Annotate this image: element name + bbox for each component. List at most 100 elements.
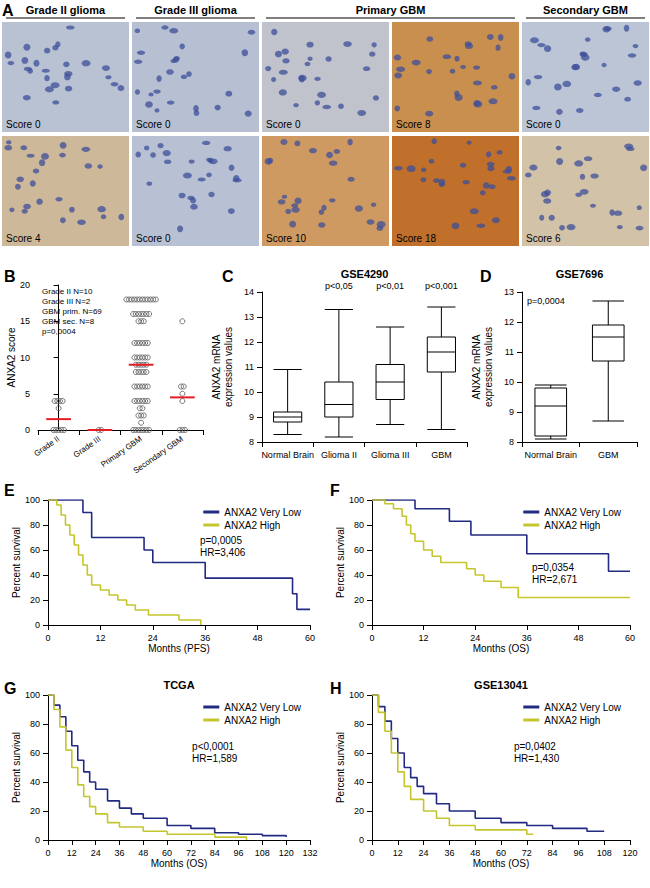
svg-text:5: 5 [25, 389, 30, 399]
svg-text:ANXA2 Very Low: ANXA2 Very Low [544, 507, 621, 518]
svg-text:Glioma III: Glioma III [371, 450, 410, 460]
svg-text:48: 48 [470, 848, 480, 858]
svg-text:HR=3,406: HR=3,406 [200, 547, 246, 558]
svg-text:0: 0 [35, 835, 40, 845]
svg-text:96: 96 [573, 848, 583, 858]
svg-text:48: 48 [253, 633, 263, 643]
svg-text:Normal Brain: Normal Brain [524, 450, 577, 460]
svg-text:72: 72 [186, 848, 196, 858]
svg-text:11: 11 [245, 362, 254, 372]
svg-text:Glioma II: Glioma II [321, 450, 357, 460]
svg-text:100: 100 [25, 495, 40, 505]
svg-text:ANXA2 High: ANXA2 High [544, 715, 600, 726]
svg-text:Score 4: Score 4 [6, 233, 41, 244]
svg-text:10: 10 [244, 387, 254, 397]
svg-text:Score 0: Score 0 [6, 119, 41, 130]
svg-text:36: 36 [444, 848, 454, 858]
svg-text:Score 6: Score 6 [526, 233, 561, 244]
svg-text:ANXA2 High: ANXA2 High [224, 715, 280, 726]
svg-text:12: 12 [244, 337, 254, 347]
svg-text:p<0,01: p<0,01 [376, 281, 404, 291]
svg-text:Months (OS): Months (OS) [151, 858, 208, 869]
svg-text:12: 12 [504, 317, 514, 327]
svg-text:9: 9 [509, 407, 514, 417]
svg-text:0: 0 [35, 620, 40, 630]
svg-text:p=0,0004: p=0,0004 [527, 296, 565, 306]
svg-text:GBM: GBM [598, 450, 619, 460]
svg-text:13: 13 [244, 312, 254, 322]
svg-text:p<0,001: p<0,001 [425, 281, 458, 291]
svg-text:GBM sec. N=8: GBM sec. N=8 [42, 317, 95, 326]
svg-text:100: 100 [349, 690, 364, 700]
svg-text:48: 48 [138, 848, 148, 858]
svg-text:10: 10 [20, 353, 30, 363]
svg-text:B: B [4, 268, 16, 285]
svg-text:ANXA2 mRNA: ANXA2 mRNA [471, 334, 482, 399]
svg-text:H: H [330, 680, 342, 697]
svg-text:24: 24 [419, 848, 429, 858]
svg-text:ANXA2 High: ANXA2 High [544, 520, 600, 531]
svg-text:0: 0 [25, 425, 30, 435]
svg-text:p=0,0004: p=0,0004 [42, 327, 76, 336]
svg-text:40: 40 [30, 777, 40, 787]
svg-text:96: 96 [234, 848, 244, 858]
svg-text:Months (PFS): Months (PFS) [148, 643, 210, 654]
svg-text:ANXA2 Very Low: ANXA2 Very Low [224, 702, 301, 713]
svg-text:60: 60 [354, 545, 364, 555]
svg-text:15: 15 [20, 316, 30, 326]
svg-text:p=0,0005: p=0,0005 [200, 535, 242, 546]
svg-text:Score 18: Score 18 [396, 233, 436, 244]
svg-text:G: G [4, 680, 16, 697]
svg-text:20: 20 [354, 806, 364, 816]
svg-text:Grade II: Grade II [32, 434, 61, 458]
svg-text:11: 11 [505, 347, 514, 357]
svg-text:0: 0 [45, 633, 50, 643]
svg-text:13: 13 [504, 287, 514, 297]
svg-text:Percent survival: Percent survival [11, 527, 22, 598]
svg-text:F: F [330, 482, 340, 499]
svg-text:80: 80 [30, 520, 40, 530]
svg-text:p<0,0001: p<0,0001 [192, 741, 234, 752]
svg-text:ANXA2 score: ANXA2 score [6, 327, 17, 387]
svg-text:GSE4290: GSE4290 [341, 268, 389, 280]
svg-text:8: 8 [509, 437, 514, 447]
svg-text:Percent survival: Percent survival [335, 732, 346, 803]
svg-text:Score 0: Score 0 [136, 233, 171, 244]
svg-text:GBM: GBM [431, 450, 452, 460]
svg-text:80: 80 [354, 520, 364, 530]
svg-text:Months (OS): Months (OS) [473, 643, 530, 654]
svg-text:TCGA: TCGA [163, 679, 194, 691]
svg-text:0: 0 [45, 848, 50, 858]
svg-text:72: 72 [522, 848, 532, 858]
svg-text:60: 60 [496, 848, 506, 858]
svg-text:14: 14 [244, 287, 254, 297]
svg-text:20: 20 [30, 806, 40, 816]
svg-text:expression values: expression values [223, 327, 234, 407]
svg-text:Score 0: Score 0 [526, 119, 561, 130]
svg-text:ANXA2 High: ANXA2 High [224, 520, 280, 531]
svg-text:ANXA2 Very Low: ANXA2 Very Low [544, 702, 621, 713]
svg-text:E: E [4, 482, 15, 499]
svg-text:ANXA2 mRNA: ANXA2 mRNA [211, 334, 222, 399]
svg-text:80: 80 [30, 719, 40, 729]
svg-text:12: 12 [419, 633, 429, 643]
svg-text:20: 20 [354, 595, 364, 605]
svg-text:GBM prim. N=69: GBM prim. N=69 [42, 307, 102, 316]
svg-text:Secondary GBM: Secondary GBM [132, 434, 186, 475]
svg-text:A: A [2, 2, 14, 19]
svg-text:p=0,0354: p=0,0354 [532, 562, 574, 573]
svg-text:Percent survival: Percent survival [11, 732, 22, 803]
svg-text:Percent survival: Percent survival [335, 527, 346, 598]
svg-text:Score 0: Score 0 [136, 119, 171, 130]
svg-text:9: 9 [249, 412, 254, 422]
svg-text:p<0,05: p<0,05 [325, 281, 353, 291]
svg-text:40: 40 [354, 777, 364, 787]
svg-text:108: 108 [255, 848, 270, 858]
svg-text:60: 60 [305, 633, 315, 643]
svg-text:20: 20 [30, 595, 40, 605]
svg-text:0: 0 [369, 848, 374, 858]
svg-text:84: 84 [548, 848, 558, 858]
svg-text:ANXA2 Very Low: ANXA2 Very Low [224, 507, 301, 518]
svg-text:100: 100 [349, 495, 364, 505]
svg-text:Grade II glioma: Grade II glioma [26, 4, 106, 16]
